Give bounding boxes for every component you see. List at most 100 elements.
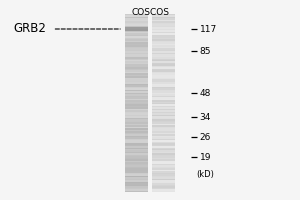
Bar	[125, 38, 148, 39]
Bar	[125, 141, 148, 143]
Bar	[152, 36, 175, 38]
Bar	[152, 38, 175, 39]
Bar	[152, 156, 175, 158]
Bar	[125, 130, 148, 131]
Bar	[152, 155, 175, 156]
Bar	[152, 27, 175, 29]
Bar	[125, 36, 148, 38]
Bar	[152, 106, 175, 107]
Bar	[125, 78, 148, 79]
Bar	[152, 78, 175, 79]
Bar	[125, 119, 148, 121]
Bar	[125, 190, 148, 192]
Bar	[125, 162, 148, 164]
Bar	[152, 162, 175, 164]
Bar	[152, 103, 175, 104]
Bar	[125, 187, 148, 189]
Bar	[152, 20, 175, 21]
Bar	[125, 131, 148, 133]
Bar	[152, 52, 175, 54]
Bar	[125, 180, 148, 182]
Bar	[152, 18, 175, 20]
Bar	[125, 66, 148, 67]
Bar	[125, 76, 148, 78]
Bar	[152, 144, 175, 146]
Bar	[152, 190, 175, 192]
Bar	[152, 58, 175, 60]
Bar	[152, 118, 175, 119]
Bar	[125, 156, 148, 158]
Bar	[152, 158, 175, 159]
Bar	[125, 132, 148, 134]
Bar	[152, 48, 175, 50]
Text: 48: 48	[200, 88, 211, 98]
Bar	[152, 125, 175, 127]
Bar	[152, 128, 175, 130]
Bar	[125, 85, 148, 87]
Bar	[125, 137, 148, 139]
Bar	[125, 146, 148, 148]
Bar	[125, 177, 148, 179]
Bar	[152, 97, 175, 99]
Bar	[152, 165, 175, 167]
Bar	[152, 161, 175, 162]
Bar	[125, 125, 148, 127]
Bar	[152, 168, 175, 170]
Bar	[125, 88, 148, 90]
Bar	[125, 134, 148, 136]
Bar	[125, 165, 148, 167]
Bar	[125, 51, 148, 53]
Bar	[152, 75, 175, 76]
Bar	[152, 98, 175, 100]
Bar	[125, 167, 148, 168]
Bar	[125, 181, 148, 183]
Bar	[125, 72, 148, 73]
Bar	[152, 61, 175, 63]
Bar	[152, 84, 175, 85]
Bar	[125, 97, 148, 99]
Bar	[152, 115, 175, 116]
Bar	[152, 21, 175, 23]
Bar	[152, 100, 175, 102]
Bar	[125, 159, 148, 161]
Bar	[152, 57, 175, 58]
Bar	[152, 51, 175, 53]
Bar	[152, 130, 175, 131]
Bar	[125, 75, 148, 76]
Bar	[125, 100, 148, 102]
Bar	[152, 140, 175, 142]
Bar	[125, 79, 148, 81]
Bar	[125, 113, 148, 115]
Bar	[125, 39, 148, 41]
Text: GRB2: GRB2	[14, 22, 46, 36]
Bar	[152, 24, 175, 26]
Bar	[125, 14, 148, 15]
Bar	[125, 171, 148, 173]
Bar	[152, 109, 175, 110]
Bar	[152, 170, 175, 171]
Bar	[152, 167, 175, 168]
Bar	[152, 54, 175, 56]
Bar	[125, 33, 148, 35]
Bar	[125, 170, 148, 171]
Bar	[125, 110, 148, 112]
Bar	[152, 23, 175, 24]
Bar	[125, 35, 148, 36]
Bar	[152, 107, 175, 109]
Bar	[152, 66, 175, 67]
Bar	[125, 54, 148, 56]
Bar	[152, 32, 175, 33]
Bar	[125, 27, 148, 29]
Bar	[152, 73, 175, 75]
Bar	[125, 189, 148, 191]
Bar	[125, 32, 148, 33]
Bar	[125, 143, 148, 145]
Bar	[152, 146, 175, 148]
Bar	[125, 57, 148, 58]
Bar	[152, 132, 175, 134]
Bar	[125, 127, 148, 128]
Bar	[152, 104, 175, 106]
Bar	[152, 30, 175, 32]
Bar	[152, 189, 175, 191]
Bar	[125, 48, 148, 50]
